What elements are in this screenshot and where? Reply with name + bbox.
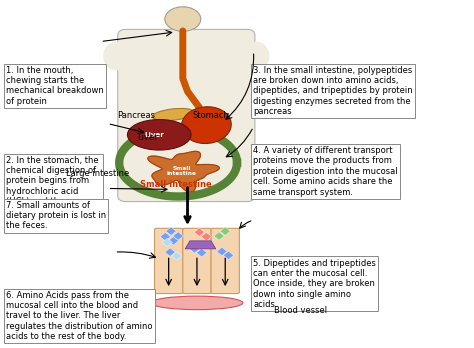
Ellipse shape [243,42,269,70]
FancyBboxPatch shape [211,228,239,294]
Text: 3. In the small intestine, polypeptides
are broken down into amino acids,
dipept: 3. In the small intestine, polypeptides … [254,66,413,116]
Circle shape [165,7,201,31]
Text: Large intestine: Large intestine [66,169,129,178]
Polygon shape [166,227,176,235]
Text: 4. A variety of different transport
proteins move the products from
protein dige: 4. A variety of different transport prot… [254,146,398,197]
Polygon shape [223,251,234,260]
Text: Small
intestine: Small intestine [166,166,196,176]
Ellipse shape [104,42,130,70]
Text: 5. Dipeptides and tripeptides
can enter the mucosal cell.
Once inside, they are : 5. Dipeptides and tripeptides can enter … [254,259,376,309]
Polygon shape [194,228,204,236]
Polygon shape [172,252,182,260]
FancyBboxPatch shape [118,29,255,201]
Text: Blood vessel: Blood vessel [274,306,327,315]
Polygon shape [214,232,224,240]
Text: Small intestine: Small intestine [140,180,211,189]
Text: 6. Amino Acids pass from the
mucosal cell into the blood and
travel to the liver: 6. Amino Acids pass from the mucosal cel… [6,291,153,341]
Polygon shape [185,241,216,249]
Polygon shape [190,245,200,253]
Polygon shape [201,232,211,241]
Text: Liver: Liver [145,132,164,138]
Text: Liver: Liver [137,134,158,142]
FancyBboxPatch shape [155,228,183,294]
Bar [176,21,189,38]
Polygon shape [197,248,207,257]
Polygon shape [220,227,230,235]
Ellipse shape [182,107,231,143]
Polygon shape [160,232,171,241]
Text: 7. Small amounts of
dietary protein is lost in
the feces.: 7. Small amounts of dietary protein is l… [6,201,106,230]
Ellipse shape [128,119,191,150]
Text: Stomach: Stomach [192,111,229,120]
Text: 1. In the mouth,
chewing starts the
mechanical breakdown
of protein: 1. In the mouth, chewing starts the mech… [6,66,104,106]
Polygon shape [148,151,219,192]
Polygon shape [173,232,183,240]
Ellipse shape [153,109,194,121]
Polygon shape [168,237,179,245]
FancyBboxPatch shape [183,228,211,294]
Polygon shape [165,248,175,256]
Polygon shape [217,247,227,256]
Text: 2. In the stomach, the
chemical digestion of
protein begins from
hydrochloric ac: 2. In the stomach, the chemical digestio… [6,156,100,217]
Text: Pancreas: Pancreas [117,111,155,120]
Polygon shape [162,238,173,247]
Ellipse shape [151,296,243,310]
